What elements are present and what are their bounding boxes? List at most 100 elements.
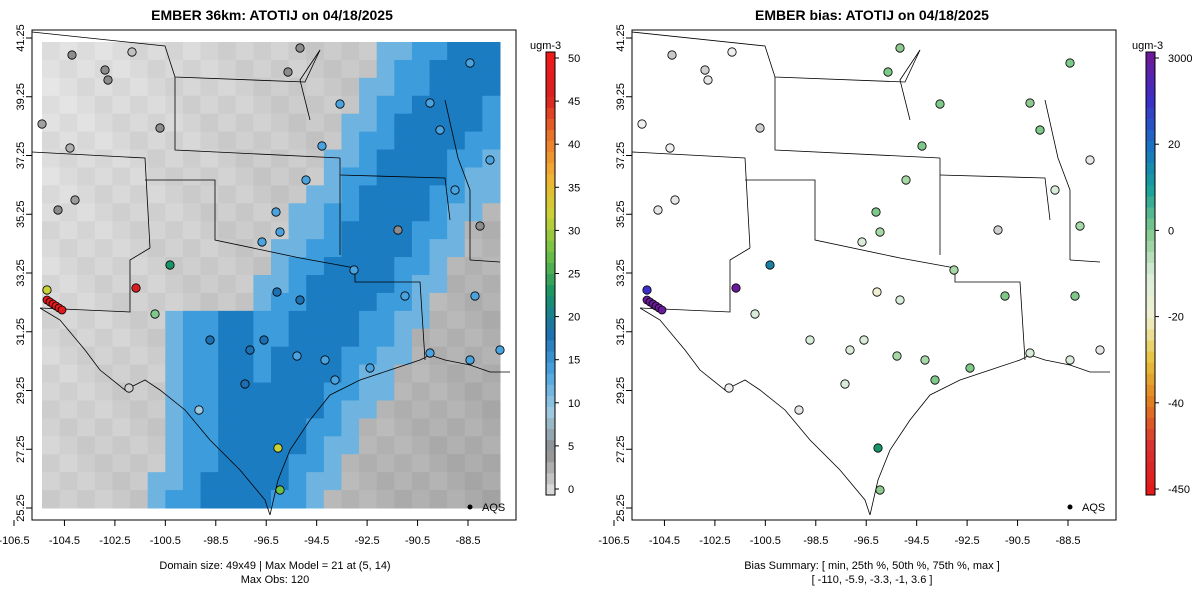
grid-cell	[59, 400, 78, 419]
colorbar-swatch	[1146, 184, 1155, 197]
x-tick-label: -98.5	[803, 535, 828, 547]
grid-cell	[482, 382, 501, 401]
grid-cell	[323, 185, 342, 204]
colorbar-swatch	[1146, 483, 1155, 496]
grid-cell	[306, 95, 325, 115]
colorbar-swatch	[546, 395, 555, 407]
x-tick-label: -90.5	[405, 535, 430, 547]
grid-cell	[482, 131, 501, 151]
grid-cell	[235, 364, 254, 384]
grid-cell	[394, 149, 413, 168]
station-marker	[642, 285, 652, 295]
grid-cell	[253, 149, 272, 168]
grid-cell	[288, 149, 307, 168]
grid-cell	[112, 149, 131, 168]
right-colorbar-frame	[1145, 51, 1156, 496]
grid-cell	[147, 149, 166, 168]
grid-cell	[59, 454, 78, 473]
grid-cell	[112, 364, 131, 384]
grid-cell	[306, 149, 325, 168]
grid-cell	[130, 454, 149, 473]
grid-cell	[376, 95, 395, 115]
station-marker	[1085, 155, 1095, 165]
grid-cell	[59, 167, 78, 186]
state-border	[939, 174, 1051, 221]
grid-cell	[182, 418, 202, 437]
station-marker	[425, 98, 435, 108]
grid-cell	[464, 257, 483, 276]
state-border	[39, 247, 151, 313]
grid-cell	[429, 59, 448, 79]
grid-cell	[218, 239, 237, 258]
grid-cell	[253, 454, 272, 473]
grid-cell	[341, 310, 360, 330]
grid-cell	[112, 113, 131, 133]
grid-cell	[77, 382, 96, 401]
state-border	[269, 359, 421, 516]
grid-cell	[288, 275, 307, 294]
grid-cell	[447, 203, 466, 222]
grid-cell	[165, 149, 184, 168]
state-border	[1044, 99, 1071, 260]
grid-cell	[271, 95, 290, 115]
x-tick-label: -102.5	[99, 535, 130, 547]
station-marker	[875, 485, 885, 495]
grid-cell	[447, 95, 466, 115]
grid-cell	[147, 382, 166, 401]
grid-cell	[42, 310, 61, 330]
grid-cell	[182, 328, 202, 348]
grid-cell	[112, 221, 131, 240]
station-marker	[872, 287, 882, 297]
grid-cell	[253, 418, 272, 437]
grid-cell	[235, 167, 254, 186]
grid-cell	[218, 275, 237, 294]
grid-cell	[429, 131, 448, 151]
grid-cell	[376, 310, 395, 330]
grid-cell	[411, 490, 431, 509]
colorbar-swatch	[546, 52, 555, 64]
colorbar-swatch	[1146, 85, 1155, 97]
grid-cell	[359, 95, 378, 115]
colorbar-swatch	[1146, 96, 1155, 108]
station-marker	[875, 227, 885, 237]
grid-cell	[253, 490, 272, 509]
colorbar-swatch	[546, 483, 555, 496]
grid-cell	[42, 167, 61, 186]
grid-cell	[271, 454, 290, 473]
grid-cell	[235, 149, 254, 168]
colorbar-swatch	[546, 472, 555, 485]
grid-cell	[323, 382, 342, 401]
grid-cell	[182, 95, 202, 115]
grid-cell	[165, 95, 184, 115]
grid-cell	[271, 382, 290, 401]
grid-cell	[130, 149, 149, 168]
grid-cell	[447, 382, 466, 401]
grid-cell	[147, 328, 166, 348]
grid-cell	[130, 490, 149, 509]
station-marker	[317, 141, 327, 151]
grid-cell	[341, 275, 360, 294]
grid-cell	[253, 310, 272, 330]
grid-cell	[218, 472, 237, 491]
grid-cell	[288, 418, 307, 437]
grid-cell	[77, 364, 96, 384]
colorbar-label: 10	[568, 398, 580, 410]
grid-cell	[447, 275, 466, 294]
left-state-borders	[31, 31, 510, 516]
grid-cell	[341, 346, 360, 366]
station-marker	[245, 345, 255, 355]
grid-cell	[394, 454, 413, 473]
station-marker	[67, 50, 77, 60]
grid-cell	[182, 346, 202, 366]
colorbar-label: 45	[568, 96, 580, 108]
grid-cell	[429, 42, 448, 61]
grid-cell	[218, 185, 237, 204]
grid-cell	[182, 490, 202, 509]
grid-cell	[59, 418, 78, 437]
state-border	[1019, 354, 1110, 373]
grid-cell	[429, 203, 448, 222]
right-colorbar	[1146, 52, 1155, 496]
grid-cell	[147, 77, 166, 97]
grid-cell	[359, 292, 378, 312]
grid-cell	[165, 382, 184, 401]
